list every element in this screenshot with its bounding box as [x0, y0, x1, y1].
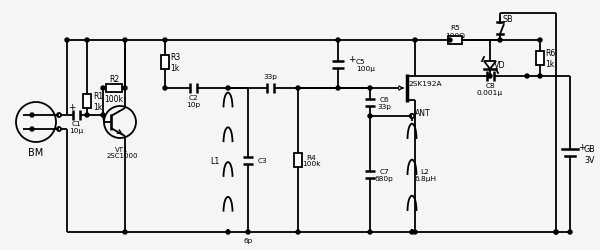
Text: GB
3V: GB 3V	[584, 145, 596, 164]
Text: 6p: 6p	[244, 237, 253, 243]
Text: 33p: 33p	[263, 74, 277, 80]
Circle shape	[30, 128, 34, 132]
Text: +: +	[68, 102, 76, 111]
Circle shape	[123, 87, 127, 91]
Circle shape	[296, 230, 300, 234]
Circle shape	[538, 39, 542, 43]
Bar	[536, 52, 544, 66]
Circle shape	[568, 230, 572, 234]
Circle shape	[410, 230, 414, 234]
Circle shape	[226, 230, 230, 234]
Text: R3
1k: R3 1k	[170, 53, 180, 72]
Circle shape	[85, 114, 89, 117]
Circle shape	[123, 39, 127, 43]
Circle shape	[448, 39, 452, 43]
Text: R6
1k: R6 1k	[545, 49, 555, 68]
Text: +: +	[578, 143, 586, 152]
Bar	[106, 85, 122, 93]
Circle shape	[413, 39, 417, 43]
Text: C8
0.001μ: C8 0.001μ	[477, 82, 503, 95]
Circle shape	[246, 230, 250, 234]
Text: C7
680p: C7 680p	[374, 168, 394, 181]
Text: C3: C3	[257, 157, 267, 163]
Circle shape	[163, 39, 167, 43]
Text: L1: L1	[211, 156, 220, 165]
Text: R2: R2	[109, 74, 119, 83]
Text: R4
100k: R4 100k	[302, 154, 320, 167]
Text: VT1
2SC1000: VT1 2SC1000	[106, 146, 138, 159]
Text: VD: VD	[494, 61, 506, 70]
Circle shape	[336, 87, 340, 91]
Text: C5
100μ: C5 100μ	[356, 58, 375, 71]
Text: R5
100Ω: R5 100Ω	[445, 26, 465, 38]
Text: R1
1k: R1 1k	[93, 92, 103, 111]
Circle shape	[488, 75, 492, 79]
Circle shape	[65, 39, 69, 43]
Circle shape	[498, 39, 502, 43]
Circle shape	[226, 87, 230, 91]
Circle shape	[101, 114, 105, 117]
Circle shape	[336, 39, 340, 43]
Text: SB: SB	[503, 14, 514, 24]
Circle shape	[101, 87, 105, 91]
Circle shape	[163, 87, 167, 91]
Bar	[161, 56, 169, 70]
Text: ANT: ANT	[415, 109, 431, 118]
Text: C6
33p: C6 33p	[377, 96, 391, 109]
Text: C1
10μ: C1 10μ	[69, 121, 83, 134]
Circle shape	[368, 230, 372, 234]
Circle shape	[525, 75, 529, 79]
Text: BM: BM	[28, 148, 44, 157]
Circle shape	[538, 75, 542, 79]
Text: L2
6.8μH: L2 6.8μH	[414, 168, 436, 181]
Text: C2
10p: C2 10p	[186, 94, 200, 107]
Circle shape	[296, 87, 300, 91]
Bar	[448, 37, 462, 45]
Text: 2SK192A: 2SK192A	[408, 81, 442, 87]
Circle shape	[85, 39, 89, 43]
Circle shape	[123, 230, 127, 234]
Text: 100k: 100k	[104, 94, 124, 103]
Circle shape	[413, 230, 417, 234]
Circle shape	[368, 114, 372, 118]
Circle shape	[554, 230, 558, 234]
Circle shape	[554, 230, 558, 234]
Circle shape	[368, 87, 372, 91]
Text: +: +	[348, 55, 356, 64]
Bar	[294, 154, 302, 167]
Circle shape	[30, 114, 34, 117]
Bar	[83, 94, 91, 108]
